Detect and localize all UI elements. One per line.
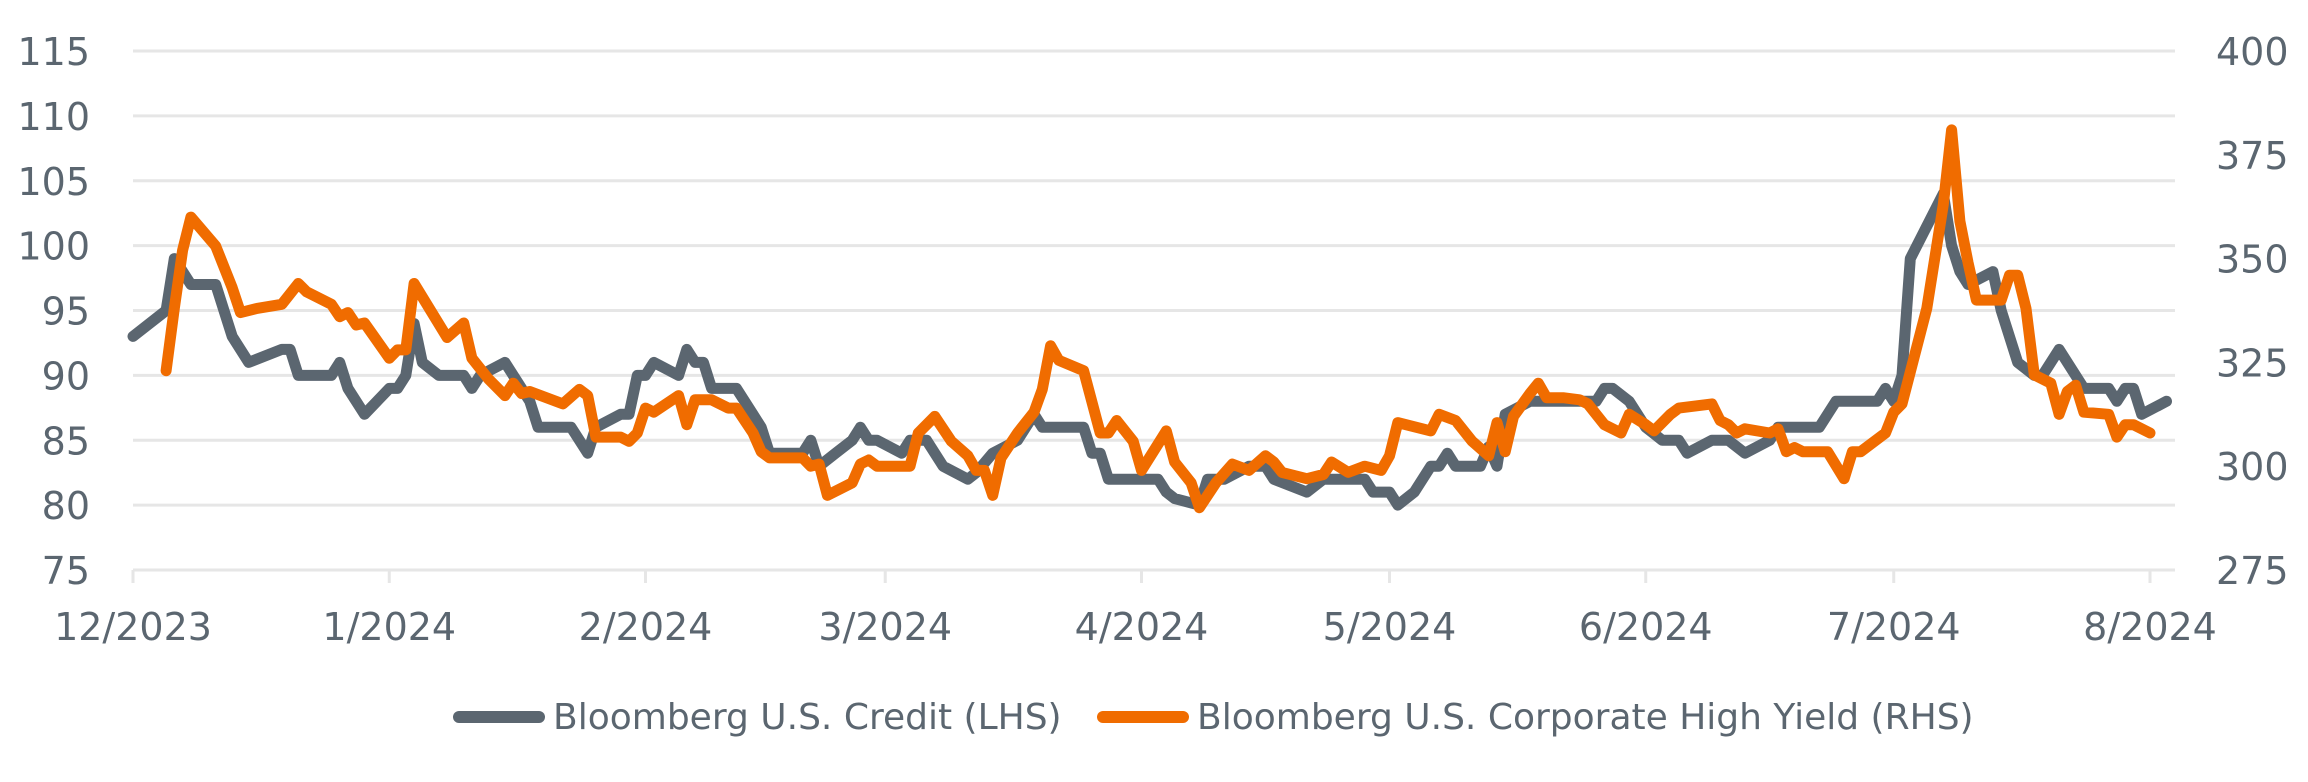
- x-tick-label: 8/2024: [2083, 605, 2217, 649]
- legend-swatch-credit: [453, 711, 545, 723]
- x-tick-label: 5/2024: [1323, 605, 1457, 649]
- legend-item-high-yield: Bloomberg U.S. Corporate High Yield (RHS…: [1097, 692, 1974, 742]
- x-tick-label: 3/2024: [818, 605, 952, 649]
- y-left-tick-label: 75: [42, 549, 90, 593]
- x-tick-label: 1/2024: [322, 605, 456, 649]
- y-right-tick-label: 375: [2216, 134, 2289, 178]
- y-left-tick-label: 100: [17, 225, 90, 269]
- y-left-tick-label: 95: [42, 290, 90, 334]
- y-right-tick-label: 400: [2216, 30, 2289, 74]
- x-tick-label: 2/2024: [579, 605, 713, 649]
- x-tick-label: 6/2024: [1579, 605, 1713, 649]
- y-right-tick-label: 325: [2216, 341, 2289, 385]
- y-left-tick-label: 90: [42, 354, 90, 398]
- x-tick-label: 4/2024: [1075, 605, 1209, 649]
- series-line-high-yield: [160, 124, 2156, 514]
- dual-axis-line-chart: 12/2023 1/2024 2/2024 3/2024 4/2024 5/2024 6/2…: [17, 30, 2289, 649]
- series-lines: [127, 124, 2172, 514]
- y-left-tick-label: 80: [42, 484, 90, 528]
- legend-item-credit: Bloomberg U.S. Credit (LHS): [453, 692, 1062, 742]
- y-left-tick-label: 105: [17, 160, 90, 204]
- y-right-tick-label: 350: [2216, 238, 2289, 282]
- y-right-tick-label: 275: [2216, 549, 2289, 593]
- series-line-credit: [127, 188, 2172, 511]
- y-left-tick-label: 110: [17, 95, 90, 139]
- x-tick-label: 7/2024: [1827, 605, 1961, 649]
- y-left-tick-label: 115: [17, 30, 90, 74]
- legend-swatch-high-yield: [1097, 711, 1189, 723]
- legend: Bloomberg U.S. Credit (LHS) Bloomberg U.…: [0, 692, 2308, 742]
- x-tick-label: 12/2023: [54, 605, 212, 649]
- y-axis-right: 275 300 325 350 375 400: [2216, 30, 2289, 593]
- legend-label-high-yield: Bloomberg U.S. Corporate High Yield (RHS…: [1197, 696, 1974, 738]
- y-left-tick-label: 85: [42, 419, 90, 463]
- x-axis: 12/2023 1/2024 2/2024 3/2024 4/2024 5/2024 6/2…: [54, 570, 2217, 649]
- legend-label-credit: Bloomberg U.S. Credit (LHS): [553, 696, 1062, 738]
- y-right-tick-label: 300: [2216, 445, 2289, 489]
- y-axis-left: 75 80 85 90 95 100 105 110 115: [17, 30, 90, 593]
- gridlines: [133, 49, 2175, 572]
